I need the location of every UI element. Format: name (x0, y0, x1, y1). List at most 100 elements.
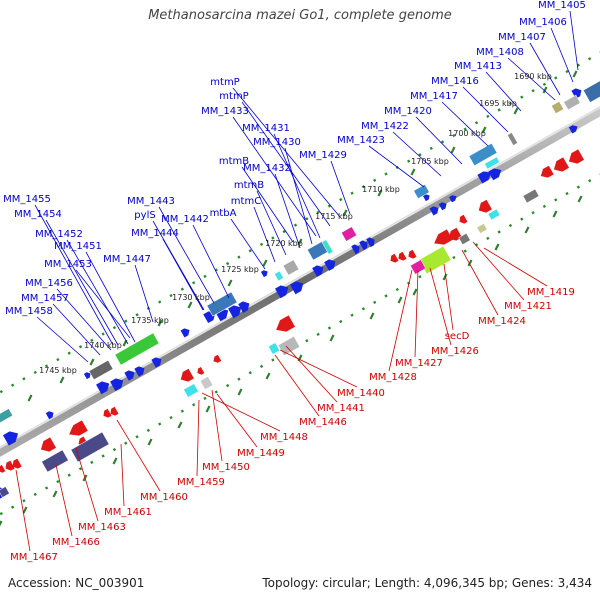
lower-tick-dot (350, 313, 354, 317)
forward-gene-arrow (45, 411, 54, 420)
lower-tick-dot (565, 191, 569, 196)
forward-gene-label: MM_1433 (201, 106, 249, 117)
forward-gene-arrow (228, 305, 242, 319)
upper-tick-dot (169, 293, 173, 298)
upper-tick-dot (384, 172, 388, 176)
forward-label-leader (36, 316, 89, 363)
lower-tick-dot (531, 211, 535, 215)
upper-tick-dot (508, 101, 513, 106)
forward-gene-label: MM_1431 (242, 123, 290, 134)
reverse-label-leader (443, 263, 454, 331)
reverse-label-leader (483, 247, 548, 287)
reverse-gene-label: MM_1461 (104, 507, 152, 518)
reverse-gene-label: secD (445, 331, 470, 342)
forward-gene-label: mtbA (210, 208, 237, 219)
forward-label-leader (34, 204, 114, 346)
reverse-gene-label: MM_1426 (431, 346, 479, 357)
reverse-gene-arrow (448, 227, 462, 241)
upper-tick-dot (158, 300, 162, 304)
upper-tick-dot (588, 57, 592, 61)
forward-gene-arrow (488, 168, 502, 181)
forward-gene-arrow (448, 195, 457, 203)
major-tick (27, 394, 33, 402)
forward-gene-label: mtmP (210, 77, 239, 88)
reverse-gene-arrow (390, 253, 399, 263)
gene-box-navy (70, 431, 110, 463)
reverse-gene-arrow (103, 408, 112, 418)
lower-tick-dot (327, 326, 332, 330)
major-tick (237, 388, 243, 396)
reverse-gene-arrow (110, 406, 119, 416)
forward-gene-label: pylS (134, 210, 155, 221)
upper-tick-dot (407, 159, 411, 163)
forward-gene-label: MM_1417 (410, 91, 458, 102)
gene-box-grey (88, 359, 114, 381)
forward-gene-arrow (2, 431, 19, 446)
lower-tick-dot (259, 364, 264, 368)
forward-gene-label: MM_1453 (44, 259, 92, 270)
forward-gene-label: MM_1430 (253, 137, 301, 148)
gene-box-grey (199, 376, 214, 390)
major-tick (494, 243, 500, 251)
lower-tick-dot (169, 415, 173, 420)
forward-gene-arrow (275, 285, 289, 299)
lower-tick-dot (542, 204, 547, 208)
kbp-scale-label: 1710 kbp (362, 185, 400, 194)
lower-tick-dot (361, 307, 366, 311)
forward-gene-arrow (134, 366, 145, 377)
major-tick (22, 506, 28, 514)
forward-gene-label: MM_1416 (431, 76, 479, 87)
major-tick (481, 126, 487, 134)
gene-box-grey (458, 232, 471, 246)
forward-gene-label: MM_1423 (337, 135, 385, 146)
upper-tick-dot (486, 114, 490, 118)
forward-label-leader (75, 269, 131, 339)
reverse-gene-label: MM_1448 (260, 432, 308, 443)
forward-gene-label: MM_1420 (384, 106, 432, 117)
forward-gene-arrow (151, 357, 162, 368)
reverse-gene-label: MM_1428 (369, 372, 417, 383)
lower-tick-dot (271, 358, 275, 362)
reverse-label-leader (216, 393, 258, 448)
reverse-label-leader (55, 464, 73, 537)
forward-label-leader (273, 133, 321, 239)
lower-tick-dot (67, 473, 71, 477)
reverse-gene-arrow (398, 251, 407, 261)
forward-label-leader (368, 145, 425, 188)
forward-gene-label: MM_1454 (14, 209, 62, 220)
kbp-scale-label: 1705 kbp (411, 157, 449, 166)
upper-tick-dot (248, 249, 252, 253)
forward-gene-label: mtmP (219, 91, 248, 102)
forward-gene-arrow (351, 244, 360, 255)
forward-gene-arrow (260, 270, 268, 278)
lower-tick-dot (146, 428, 151, 433)
upper-tick-dot (203, 274, 207, 279)
forward-gene-arrow (290, 281, 304, 295)
major-tick (513, 107, 519, 115)
lower-tick-dot (248, 371, 252, 375)
gene-box-teal (321, 239, 334, 255)
forward-label-leader (550, 27, 574, 83)
lower-tick-dot (78, 467, 83, 471)
major-tick (157, 319, 163, 327)
upper-tick-dot (542, 82, 547, 86)
lower-tick-dot (158, 422, 162, 426)
major-tick (329, 334, 335, 342)
reverse-gene-label: MM_1466 (52, 537, 100, 548)
reverse-label-leader (279, 349, 358, 388)
forward-gene-arrow (429, 206, 439, 216)
reverse-label-leader (388, 269, 413, 372)
reverse-label-leader (414, 269, 419, 358)
gene-box-magenta (409, 259, 427, 275)
reverse-label-leader (196, 399, 200, 477)
forward-label-leader (284, 147, 313, 245)
reverse-label-leader (461, 249, 499, 316)
kbp-scale-label: 1725 kbp (221, 265, 259, 274)
gene-box-grey (522, 188, 540, 204)
upper-tick-dot (293, 223, 298, 227)
lower-tick-dot (101, 454, 105, 458)
kbp-scale-label: 1730 kbp (172, 293, 210, 302)
reverse-gene-arrow (434, 229, 453, 245)
upper-tick-dot (237, 255, 241, 259)
